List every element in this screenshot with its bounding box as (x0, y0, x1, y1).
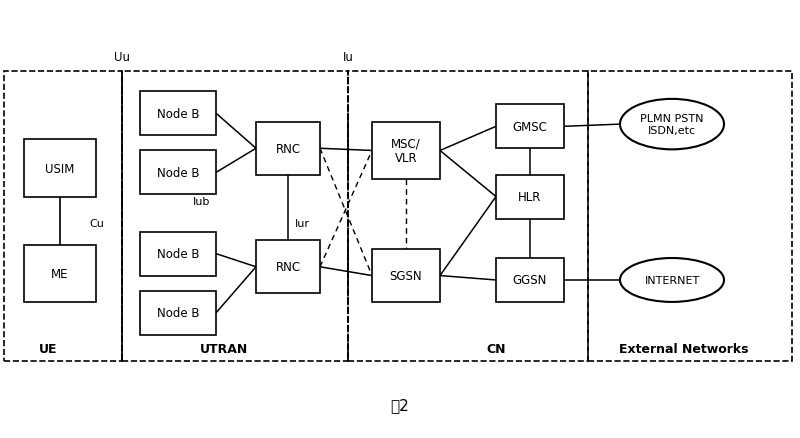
Text: Iu: Iu (342, 50, 354, 64)
Text: CN: CN (486, 342, 506, 355)
Bar (122, 72, 348, 361)
Text: PLMN PSTN
ISDN,etc: PLMN PSTN ISDN,etc (640, 114, 704, 136)
Bar (140, 232, 216, 276)
Bar (256, 241, 320, 293)
Bar (372, 250, 440, 302)
Text: USIM: USIM (46, 162, 74, 175)
Text: Iur: Iur (294, 219, 310, 228)
Text: Node B: Node B (157, 166, 199, 180)
Text: Cu: Cu (89, 219, 104, 228)
Bar (140, 151, 216, 195)
Bar (256, 123, 320, 175)
Bar (372, 123, 440, 180)
Text: RNC: RNC (275, 261, 301, 274)
Text: Node B: Node B (157, 247, 199, 261)
Text: Uu: Uu (114, 50, 130, 64)
Bar (496, 105, 564, 149)
Text: MSC/
VLR: MSC/ VLR (391, 137, 421, 165)
Text: HLR: HLR (518, 191, 542, 204)
Text: GMSC: GMSC (513, 120, 547, 134)
Bar (24, 245, 96, 302)
Text: INTERNET: INTERNET (644, 276, 700, 285)
Bar (140, 291, 216, 335)
Text: UE: UE (38, 342, 58, 355)
Bar (24, 140, 96, 197)
Text: Node B: Node B (157, 107, 199, 120)
Bar (588, 72, 792, 361)
Text: SGSN: SGSN (390, 269, 422, 283)
Ellipse shape (620, 100, 724, 150)
Text: 图2: 图2 (390, 398, 410, 413)
Bar (496, 175, 564, 219)
Text: RNC: RNC (275, 142, 301, 155)
Bar (496, 258, 564, 302)
Text: UTRAN: UTRAN (200, 342, 248, 355)
Text: GGSN: GGSN (513, 274, 547, 287)
Text: Iub: Iub (193, 197, 210, 206)
Text: ME: ME (51, 267, 69, 280)
Bar (4, 72, 122, 361)
Bar (348, 72, 588, 361)
Bar (140, 92, 216, 136)
Text: External Networks: External Networks (619, 342, 749, 355)
Text: Node B: Node B (157, 307, 199, 320)
Ellipse shape (620, 258, 724, 302)
